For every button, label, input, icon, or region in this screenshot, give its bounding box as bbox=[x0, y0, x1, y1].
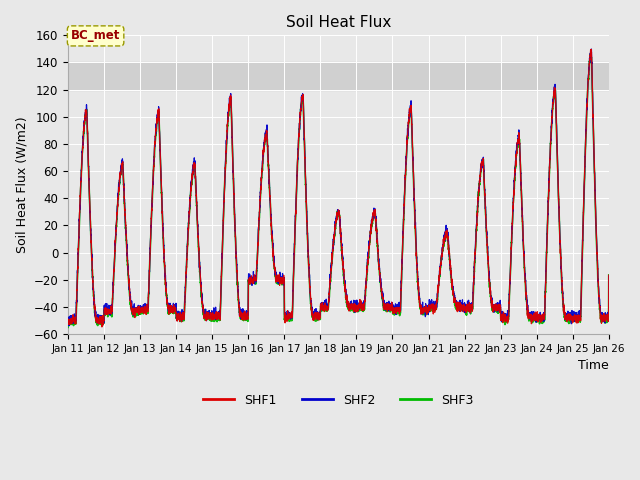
SHF3 bbox=[475, 190, 483, 195]
Title: Soil Heat Flux: Soil Heat Flux bbox=[285, 15, 391, 30]
SHF2 bbox=[588, 46, 595, 52]
SHF2 bbox=[582, 123, 590, 129]
SHF2 bbox=[248, 274, 255, 280]
Legend: SHF1, SHF2, SHF3: SHF1, SHF2, SHF3 bbox=[198, 389, 479, 411]
SHF2 bbox=[320, 303, 328, 309]
Y-axis label: Soil Heat Flux (W/m2): Soil Heat Flux (W/m2) bbox=[15, 117, 28, 253]
SHF2 bbox=[64, 316, 72, 322]
SHF1 bbox=[248, 279, 255, 285]
SHF3 bbox=[320, 307, 328, 313]
Text: BC_met: BC_met bbox=[71, 29, 120, 42]
SHF2 bbox=[65, 323, 73, 329]
SHF2 bbox=[475, 186, 483, 192]
SHF1 bbox=[320, 304, 328, 310]
X-axis label: Time: Time bbox=[578, 360, 609, 372]
SHF2 bbox=[460, 306, 467, 312]
SHF1 bbox=[605, 272, 612, 278]
Line: SHF3: SHF3 bbox=[68, 50, 609, 327]
SHF2 bbox=[605, 273, 612, 278]
SHF3 bbox=[587, 47, 595, 53]
SHF2 bbox=[575, 309, 583, 315]
SHF3 bbox=[460, 304, 467, 310]
SHF1 bbox=[575, 316, 583, 322]
SHF1 bbox=[98, 324, 106, 330]
SHF1 bbox=[64, 316, 72, 322]
SHF3 bbox=[575, 316, 583, 322]
SHF1 bbox=[588, 47, 595, 52]
SHF1 bbox=[460, 307, 467, 312]
SHF1 bbox=[582, 127, 590, 133]
SHF3 bbox=[582, 131, 590, 136]
SHF3 bbox=[64, 324, 72, 330]
SHF3 bbox=[605, 272, 612, 278]
SHF3 bbox=[248, 278, 255, 284]
Bar bbox=[68, 62, 609, 90]
Line: SHF2: SHF2 bbox=[68, 49, 609, 326]
SHF1 bbox=[475, 187, 483, 192]
Line: SHF1: SHF1 bbox=[68, 49, 609, 327]
